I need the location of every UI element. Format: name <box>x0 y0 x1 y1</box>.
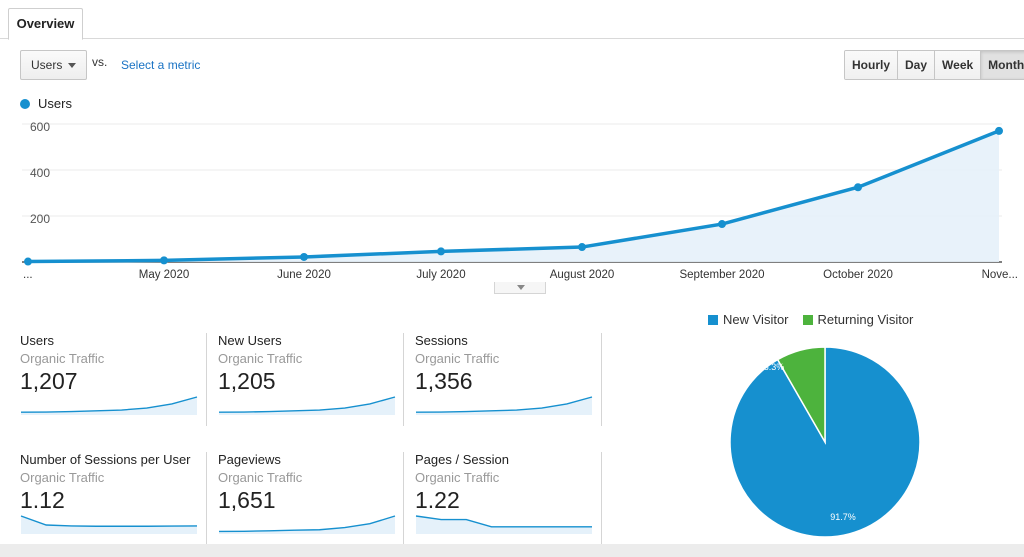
x-tick-label: August 2020 <box>550 269 615 281</box>
data-point <box>300 252 308 261</box>
scorecard-sparkline <box>20 515 198 534</box>
scorecard-title: Pageviews <box>218 452 281 467</box>
granularity-day-button[interactable]: Day <box>898 51 936 79</box>
x-tick-label: July 2020 <box>416 269 465 281</box>
data-point <box>578 243 586 252</box>
sparkline-line <box>415 515 592 528</box>
card-divider <box>601 452 602 545</box>
chevron-down-icon <box>517 285 525 290</box>
vs-label: vs. <box>92 55 108 69</box>
series-line <box>27 129 1000 264</box>
scorecard-value: 1,356 <box>415 368 473 394</box>
x-tick-label: October 2020 <box>823 269 893 281</box>
visitor-pie-chart: 91.7% 8.3% <box>729 346 921 538</box>
legend-item-returning-visitor[interactable]: Returning Visitor <box>802 312 914 327</box>
sparkline-area <box>219 516 395 534</box>
bottom-edge <box>0 544 1024 557</box>
chart-collapse-handle[interactable] <box>494 282 546 294</box>
sparkline-area <box>21 397 197 415</box>
select-metric-link[interactable]: Select a metric <box>121 58 201 72</box>
x-tick-label: Nove... <box>982 269 1018 281</box>
data-point <box>437 247 445 256</box>
sparkline-area <box>416 516 592 534</box>
y-tick-label: 200 <box>30 212 50 226</box>
scorecard-value: 1.22 <box>415 487 460 513</box>
chart-legend: Users <box>20 96 72 111</box>
scorecard-value: 1,207 <box>20 368 78 394</box>
tab-bar: Overview <box>0 0 1024 40</box>
data-point <box>854 183 862 192</box>
scorecard-sparkline <box>20 396 198 415</box>
sparkline-line <box>20 515 198 527</box>
card-divider <box>403 333 404 426</box>
legend-label: Returning Visitor <box>817 312 914 327</box>
card-divider <box>206 452 207 545</box>
scorecard-subtitle: Organic Traffic <box>218 351 303 366</box>
scorecard-title: Pages / Session <box>415 452 509 467</box>
data-point <box>160 256 168 265</box>
scorecard-title: New Users <box>218 333 282 348</box>
granularity-week-button[interactable]: Week <box>935 51 982 79</box>
sparkline-area <box>21 516 197 534</box>
pie-label-returning-visitor: 8.3% <box>764 362 785 372</box>
x-tick-label: May 2020 <box>139 269 190 281</box>
data-point <box>24 257 32 266</box>
legend-swatch <box>802 314 813 325</box>
series-dot-icon <box>20 98 30 109</box>
series-area <box>28 130 999 262</box>
data-point <box>995 126 1003 135</box>
sparkline-line <box>218 396 396 413</box>
scorecard-new-users[interactable]: New Users Organic Traffic 1,205 <box>218 333 403 428</box>
scorecard-title: Sessions <box>415 333 468 348</box>
scorecard-sessions[interactable]: Sessions Organic Traffic 1,356 <box>415 333 600 428</box>
pie-label-new-visitor: 91.7% <box>830 512 856 522</box>
x-tick-label: ... <box>23 269 33 281</box>
sparkline-line <box>20 396 198 413</box>
data-point <box>718 220 726 229</box>
scorecard-value: 1.12 <box>20 487 65 513</box>
scorecard-value: 1,205 <box>218 368 276 394</box>
users-line-chart: 600 400 200... May 2020 June 2020 July 2020 Au… <box>22 120 1018 281</box>
pie-legend: New Visitor Returning Visitor <box>708 312 913 327</box>
granularity-toggle: Hourly Day Week Month <box>844 50 1024 80</box>
sparkline-area <box>416 397 592 415</box>
sparkline-line <box>415 396 593 413</box>
scorecard-pages-per-session[interactable]: Pages / Session Organic Traffic 1.22 <box>415 452 600 547</box>
scorecard-subtitle: Organic Traffic <box>20 470 105 485</box>
sparkline-area <box>219 397 395 415</box>
scorecard-title: Number of Sessions per User <box>20 452 191 467</box>
y-tick-label: 600 <box>30 120 50 134</box>
scorecard-sparkline <box>218 396 396 415</box>
x-tick-label: September 2020 <box>679 269 764 281</box>
card-divider <box>403 452 404 545</box>
scorecard-sparkline <box>218 515 396 534</box>
scorecard-subtitle: Organic Traffic <box>415 470 500 485</box>
scorecard-subtitle: Organic Traffic <box>20 351 105 366</box>
card-divider <box>206 333 207 426</box>
card-divider <box>601 333 602 426</box>
scorecard-title: Users <box>20 333 54 348</box>
granularity-hourly-button[interactable]: Hourly <box>845 51 899 79</box>
legend-item-new-visitor[interactable]: New Visitor <box>708 312 789 327</box>
scorecard-value: 1,651 <box>218 487 276 513</box>
granularity-month-button[interactable]: Month <box>981 51 1024 79</box>
chevron-down-icon <box>68 63 76 68</box>
legend-swatch <box>708 314 718 325</box>
scorecard-sessions-per-user[interactable]: Number of Sessions per User Organic Traf… <box>20 452 205 547</box>
scorecard-users[interactable]: Users Organic Traffic 1,207 <box>20 333 205 428</box>
scorecard-subtitle: Organic Traffic <box>415 351 500 366</box>
y-tick-label: 400 <box>30 166 50 180</box>
x-tick-label: June 2020 <box>277 269 331 281</box>
scorecard-sparkline <box>415 396 593 415</box>
metric-dropdown-label: Users <box>31 58 63 72</box>
legend-series-label: Users <box>38 96 72 111</box>
pie-slice-returning-visitor <box>776 346 826 445</box>
metric-dropdown[interactable]: Users <box>20 50 87 80</box>
scorecard-sparkline <box>415 515 592 534</box>
tab-overview[interactable]: Overview <box>8 8 83 40</box>
scorecard-pageviews[interactable]: Pageviews Organic Traffic 1,651 <box>218 452 403 547</box>
legend-label: New Visitor <box>723 312 789 327</box>
scorecard-subtitle: Organic Traffic <box>218 470 303 485</box>
sparkline-line <box>218 515 396 533</box>
